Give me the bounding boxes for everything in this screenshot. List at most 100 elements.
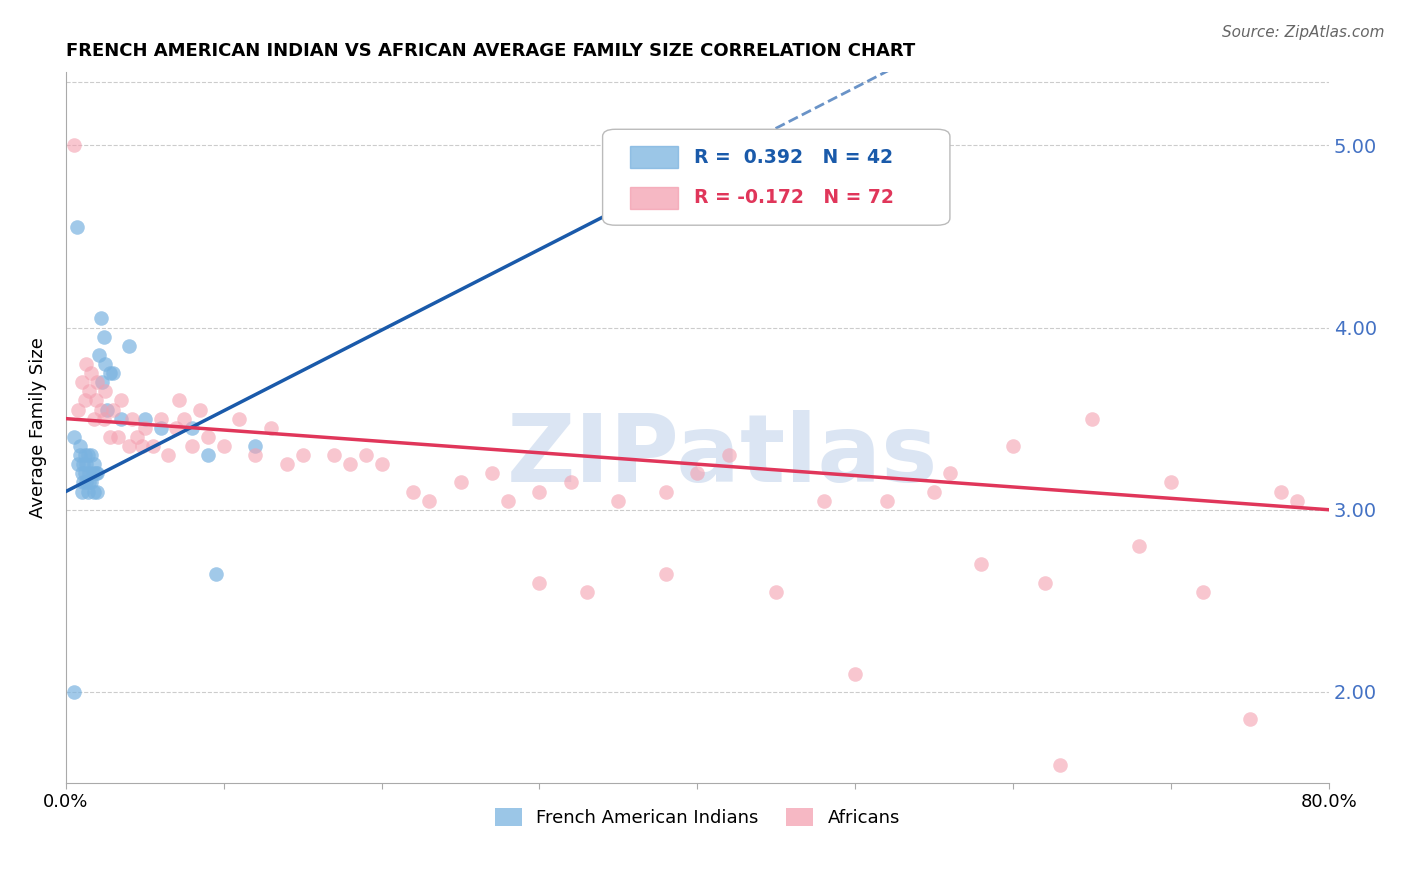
Point <box>98 430 121 444</box>
Point <box>813 493 835 508</box>
Point <box>84 393 107 408</box>
Point <box>560 475 582 490</box>
Point <box>75 457 97 471</box>
Point <box>110 411 132 425</box>
Point <box>91 375 114 389</box>
Point <box>134 411 156 425</box>
Point <box>245 448 267 462</box>
Point <box>575 584 598 599</box>
Point <box>86 484 108 499</box>
Point <box>717 448 740 462</box>
Point <box>1191 584 1213 599</box>
Point <box>79 467 101 481</box>
Point <box>79 475 101 490</box>
Point <box>418 493 440 508</box>
Point <box>110 393 132 408</box>
Bar <box>630 146 678 168</box>
Point <box>939 467 962 481</box>
Point <box>450 475 472 490</box>
Point <box>90 311 112 326</box>
Point <box>72 475 94 490</box>
Point <box>98 366 121 380</box>
Point <box>169 393 191 408</box>
Point <box>339 457 361 471</box>
Point <box>67 457 90 471</box>
Point <box>212 439 235 453</box>
Point <box>84 467 107 481</box>
Point <box>70 375 93 389</box>
Point <box>1128 539 1150 553</box>
Text: R =  0.392   N = 42: R = 0.392 N = 42 <box>693 148 893 167</box>
Point <box>80 475 103 490</box>
Point <box>149 411 172 425</box>
Point <box>354 448 377 462</box>
Point <box>118 339 141 353</box>
Point <box>107 430 129 444</box>
Point <box>70 467 93 481</box>
Point <box>655 566 678 581</box>
Point <box>370 457 392 471</box>
Point <box>125 430 148 444</box>
Point <box>260 421 283 435</box>
Point <box>77 484 100 499</box>
Point <box>93 329 115 343</box>
FancyBboxPatch shape <box>603 129 950 225</box>
Point <box>1033 575 1056 590</box>
Point <box>77 448 100 462</box>
Point <box>1081 411 1104 425</box>
Text: ZIPatlas: ZIPatlas <box>508 410 938 502</box>
Point <box>157 448 180 462</box>
Text: FRENCH AMERICAN INDIAN VS AFRICAN AVERAGE FAMILY SIZE CORRELATION CHART: FRENCH AMERICAN INDIAN VS AFRICAN AVERAG… <box>66 42 915 60</box>
Point <box>75 357 97 371</box>
Point <box>1049 757 1071 772</box>
Point <box>142 439 165 453</box>
Point <box>72 457 94 471</box>
Point <box>80 448 103 462</box>
Point <box>96 402 118 417</box>
Point <box>1002 439 1025 453</box>
Point <box>481 467 503 481</box>
Point <box>73 448 96 462</box>
Point <box>245 439 267 453</box>
Point <box>94 384 117 399</box>
Point <box>181 421 204 435</box>
Point <box>529 575 551 590</box>
Point <box>80 366 103 380</box>
Point <box>970 558 993 572</box>
Point <box>165 421 187 435</box>
Point <box>204 566 226 581</box>
Point <box>83 411 105 425</box>
Point <box>62 685 84 699</box>
Point <box>1270 484 1292 499</box>
Point <box>1239 712 1261 726</box>
Point <box>607 493 630 508</box>
Point <box>94 357 117 371</box>
Point <box>62 138 84 153</box>
Point <box>529 484 551 499</box>
Point <box>765 584 787 599</box>
Point <box>82 467 104 481</box>
Point <box>291 448 314 462</box>
Legend: French American Indians, Africans: French American Indians, Africans <box>488 801 907 834</box>
Point <box>228 411 250 425</box>
Point <box>90 402 112 417</box>
Point <box>93 411 115 425</box>
Point <box>86 467 108 481</box>
Point <box>686 467 709 481</box>
Point <box>86 375 108 389</box>
Y-axis label: Average Family Size: Average Family Size <box>30 337 46 518</box>
Point <box>101 366 124 380</box>
Text: R = -0.172   N = 72: R = -0.172 N = 72 <box>693 188 893 208</box>
Point <box>181 439 204 453</box>
Point <box>188 402 211 417</box>
Point <box>75 475 97 490</box>
Point <box>197 448 219 462</box>
Point <box>496 493 519 508</box>
Point <box>323 448 346 462</box>
Point <box>83 457 105 471</box>
Point <box>69 448 91 462</box>
Point <box>121 411 143 425</box>
Point <box>402 484 425 499</box>
Point <box>118 439 141 453</box>
Point <box>73 393 96 408</box>
